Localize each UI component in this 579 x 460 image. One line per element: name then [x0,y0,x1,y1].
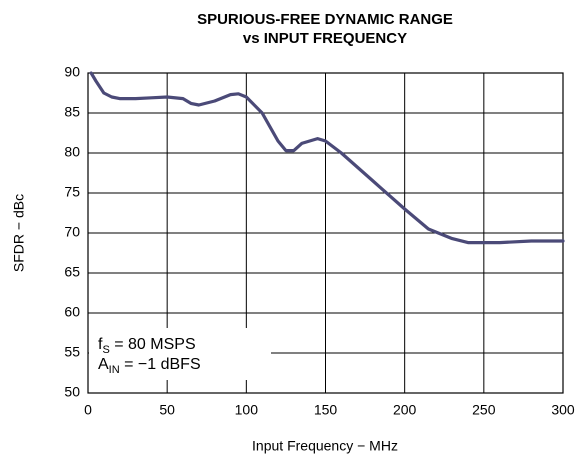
plot-border [87,72,564,394]
y-tick-label: 70 [64,224,80,240]
annotation-text: = −1 dBFS [120,356,201,373]
y-tick-label: 55 [64,344,80,360]
y-tick-label: 50 [64,384,80,400]
x-tick-label: 200 [393,402,417,418]
x-tick-label: 250 [472,402,496,418]
y-tick-label: 80 [64,144,80,160]
data-line [89,71,565,245]
y-tick-label: 90 [64,64,80,80]
x-tick-label: 300 [551,402,575,418]
y-tick-label: 60 [64,304,80,320]
chart-title: vs INPUT FREQUENCY [243,30,407,47]
annotation-sub: S [102,344,109,356]
y-tick-label: 85 [64,104,80,120]
y-axis-label: SFDR − dBc [11,194,27,272]
y-tick-label: 75 [64,184,80,200]
annotation: fS = 80 MSPS [98,336,196,356]
annotation-text: f [98,336,103,353]
annotation-sub: IN [109,364,120,376]
x-tick-label: 0 [84,402,92,418]
x-tick-label: 150 [314,402,338,418]
annotation-box [89,328,271,380]
y-tick-label: 65 [64,264,80,280]
annotation-text: A [98,356,109,373]
chart-title: SPURIOUS-FREE DYNAMIC RANGE [197,11,453,28]
x-tick-label: 100 [235,402,259,418]
x-tick-label: 50 [159,402,175,418]
annotation: AIN = −1 dBFS [98,356,201,376]
annotation-text: = 80 MSPS [110,336,196,353]
x-axis-label: Input Frequency − MHz [252,438,398,454]
